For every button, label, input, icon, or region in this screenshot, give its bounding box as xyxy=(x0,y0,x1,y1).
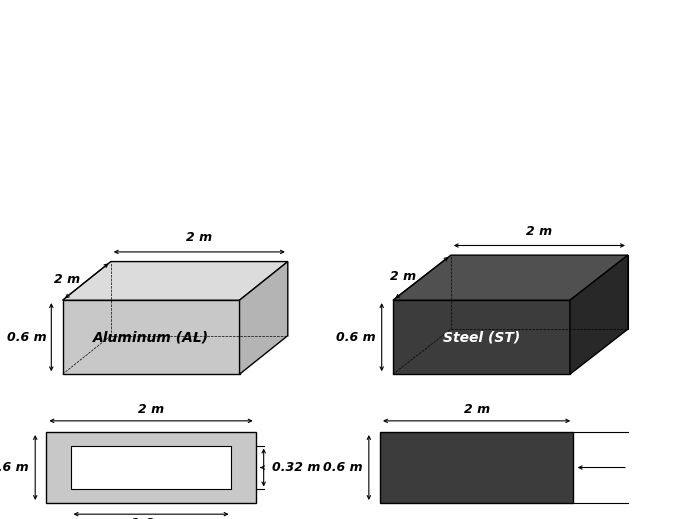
Text: 2 m: 2 m xyxy=(526,225,552,238)
Text: 2 m: 2 m xyxy=(186,231,212,244)
Text: Steel (ST): Steel (ST) xyxy=(443,330,520,344)
Text: 2 m: 2 m xyxy=(390,269,416,282)
Text: 2 m: 2 m xyxy=(54,273,80,286)
Text: 1.6 m: 1.6 m xyxy=(131,517,171,519)
Polygon shape xyxy=(393,300,570,374)
Polygon shape xyxy=(47,432,256,503)
Polygon shape xyxy=(71,446,232,489)
Polygon shape xyxy=(570,255,628,374)
Polygon shape xyxy=(380,432,573,503)
Text: 0.6 m: 0.6 m xyxy=(7,331,47,344)
Text: 0.6 m: 0.6 m xyxy=(0,461,29,474)
Text: 0.6 m: 0.6 m xyxy=(336,331,375,344)
Text: 2 m: 2 m xyxy=(464,403,490,416)
Text: 0.32 m: 0.32 m xyxy=(272,461,320,474)
Polygon shape xyxy=(240,262,288,374)
Text: 2 m: 2 m xyxy=(138,403,164,416)
Polygon shape xyxy=(63,300,240,374)
Text: Aluminum (AL): Aluminum (AL) xyxy=(93,330,209,344)
Polygon shape xyxy=(393,255,628,300)
Text: 0.6 m: 0.6 m xyxy=(323,461,363,474)
Polygon shape xyxy=(63,262,288,300)
